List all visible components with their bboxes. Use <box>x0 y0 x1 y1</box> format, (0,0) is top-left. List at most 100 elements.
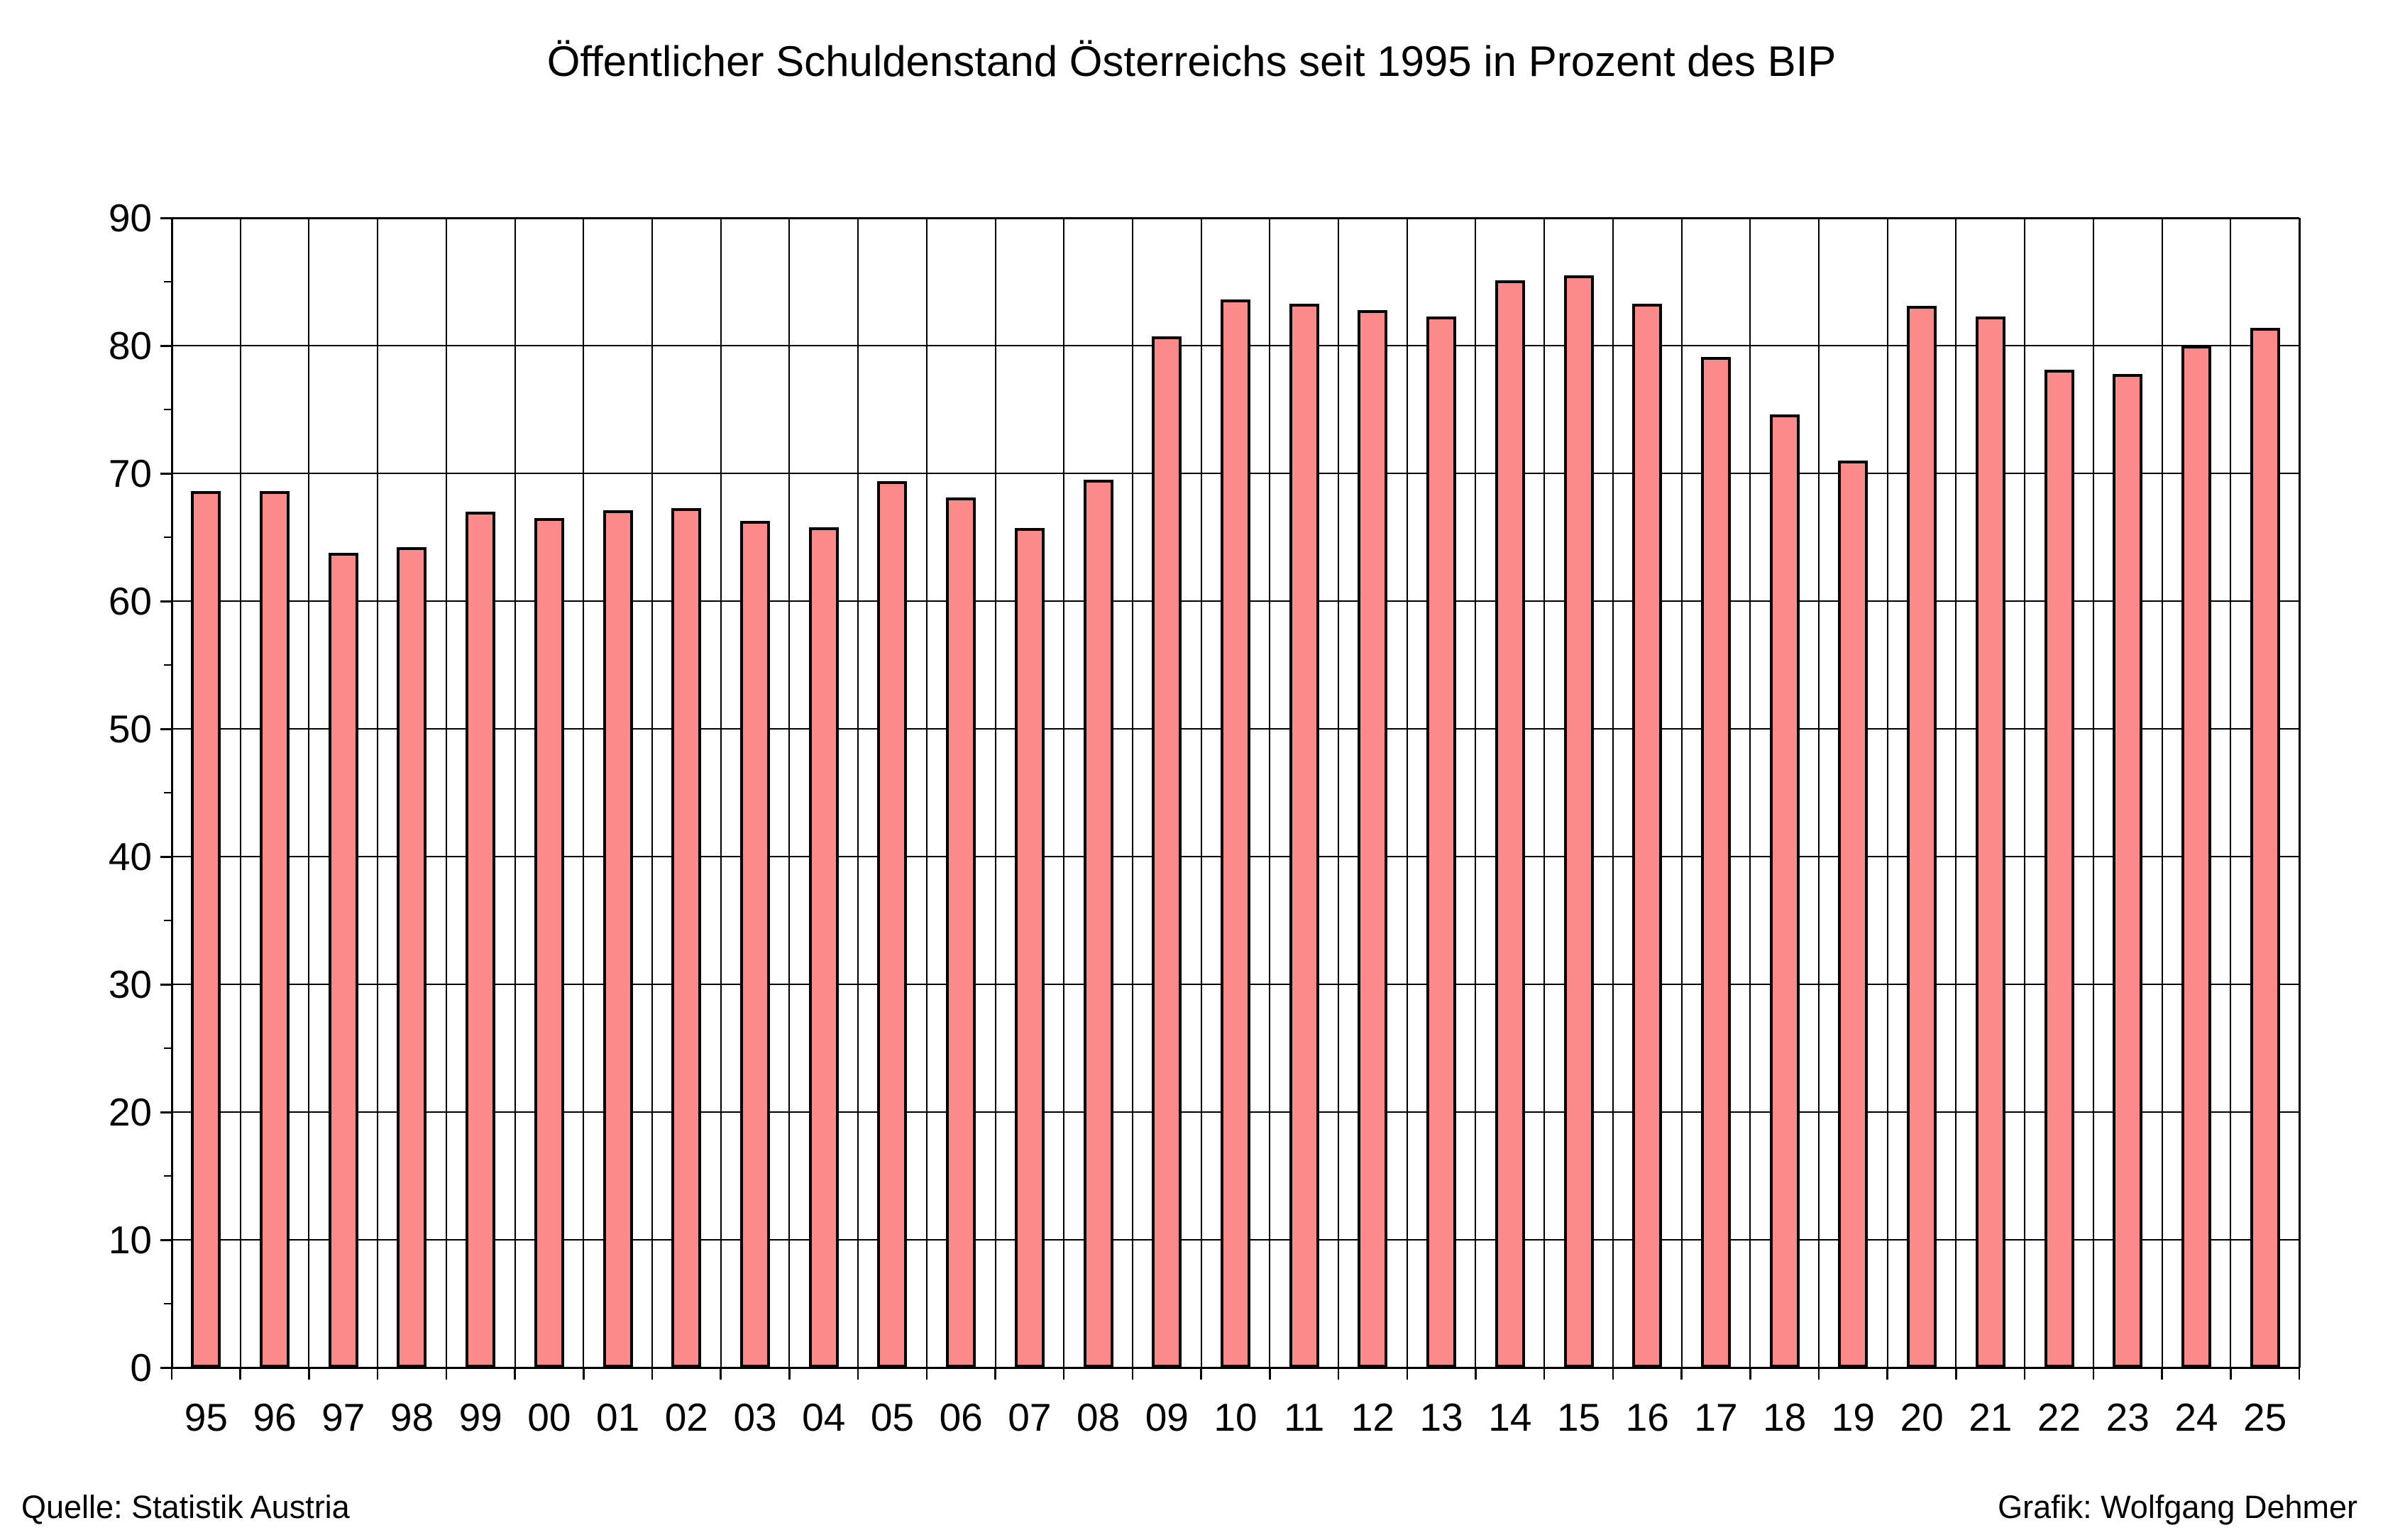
xtick-4 <box>445 1368 448 1380</box>
x-axis-label-00: 00 <box>527 1395 571 1439</box>
x-axis-label-15: 15 <box>1556 1395 1601 1439</box>
y-axis-label-40: 40 <box>108 835 152 879</box>
xtick-31 <box>2298 1368 2301 1380</box>
x-axis-label-20: 20 <box>1900 1395 1944 1439</box>
y-axis-label-70: 70 <box>108 451 152 495</box>
xtick-10 <box>857 1368 859 1380</box>
xtick-9 <box>788 1368 791 1380</box>
ytick-80 <box>160 344 172 347</box>
gridline-y-90 <box>172 216 2299 219</box>
xtick-8 <box>720 1368 722 1380</box>
credit-caption: Grafik: Wolfgang Dehmer <box>1998 1489 2357 1525</box>
xtick-28 <box>2092 1368 2095 1380</box>
y-axis-label-50: 50 <box>108 707 152 751</box>
bar-97 <box>328 552 358 1368</box>
bar-03 <box>740 520 771 1368</box>
gridline-x-27 <box>2024 218 2026 1368</box>
xtick-20 <box>1543 1368 1546 1380</box>
gridline-x-6 <box>583 218 585 1368</box>
bar-25 <box>2250 327 2280 1368</box>
xtick-30 <box>2230 1368 2232 1380</box>
bar-12 <box>1358 309 1388 1368</box>
x-axis-label-14: 14 <box>1488 1395 1532 1439</box>
xtick-19 <box>1475 1368 1477 1380</box>
bar-08 <box>1083 480 1113 1368</box>
y-axis-label-20: 20 <box>108 1090 152 1134</box>
gridline-x-21 <box>1612 218 1614 1368</box>
gridline-x-28 <box>2092 218 2094 1368</box>
bar-07 <box>1014 528 1045 1368</box>
y-axis-label-0: 0 <box>130 1346 152 1390</box>
gridline-x-23 <box>1749 218 1751 1368</box>
bar-99 <box>466 512 496 1368</box>
bar-14 <box>1495 280 1525 1368</box>
x-axis-label-95: 95 <box>184 1395 228 1439</box>
bar-09 <box>1152 336 1182 1368</box>
bar-20 <box>1907 306 1937 1368</box>
yminortick-85 <box>164 281 172 282</box>
xtick-5 <box>514 1368 516 1380</box>
x-axis-label-24: 24 <box>2174 1395 2218 1439</box>
x-axis-label-06: 06 <box>939 1395 983 1439</box>
y-axis-label-30: 30 <box>108 962 152 1006</box>
yminortick-45 <box>164 792 172 793</box>
gridline-x-0 <box>170 218 173 1368</box>
x-axis-label-99: 99 <box>458 1395 502 1439</box>
gridline-x-22 <box>1680 218 1683 1368</box>
x-axis-label-02: 02 <box>664 1395 708 1439</box>
gridline-x-13 <box>1063 218 1065 1368</box>
y-axis-label-60: 60 <box>108 579 152 623</box>
ytick-70 <box>160 472 172 475</box>
yminortick-5 <box>164 1303 172 1304</box>
gridline-x-11 <box>925 218 928 1368</box>
bar-24 <box>2181 346 2211 1368</box>
yminortick-35 <box>164 920 172 921</box>
xtick-11 <box>925 1368 928 1380</box>
yminortick-75 <box>164 409 172 410</box>
gridline-x-25 <box>1886 218 1888 1368</box>
gridline-x-31 <box>2298 218 2301 1368</box>
xtick-16 <box>1269 1368 1271 1380</box>
x-axis-label-04: 04 <box>802 1395 846 1439</box>
xtick-17 <box>1337 1368 1340 1380</box>
x-axis-label-10: 10 <box>1213 1395 1257 1439</box>
x-axis-label-17: 17 <box>1694 1395 1738 1439</box>
bar-95 <box>191 491 221 1368</box>
ytick-50 <box>160 727 172 730</box>
gridline-x-17 <box>1338 218 1340 1368</box>
bar-18 <box>1769 414 1800 1368</box>
x-axis-label-98: 98 <box>390 1395 434 1439</box>
x-axis-label-96: 96 <box>253 1395 297 1439</box>
bar-16 <box>1632 303 1663 1368</box>
x-axis-label-16: 16 <box>1625 1395 1669 1439</box>
xtick-14 <box>1131 1368 1134 1380</box>
gridline-x-16 <box>1269 218 1271 1368</box>
xtick-6 <box>583 1368 585 1380</box>
x-axis-label-07: 07 <box>1008 1395 1052 1439</box>
xtick-22 <box>1680 1368 1683 1380</box>
x-axis-baseline <box>172 1366 2299 1369</box>
gridline-x-29 <box>2161 218 2163 1368</box>
x-axis-label-13: 13 <box>1419 1395 1463 1439</box>
bar-01 <box>602 510 633 1368</box>
xtick-2 <box>308 1368 310 1380</box>
gridline-x-1 <box>239 218 241 1368</box>
gridline-x-4 <box>445 218 447 1368</box>
bar-04 <box>808 527 839 1368</box>
bar-96 <box>260 491 290 1368</box>
bar-23 <box>2113 373 2143 1368</box>
gridline-x-3 <box>377 218 379 1368</box>
x-axis-label-22: 22 <box>2037 1395 2081 1439</box>
xtick-13 <box>1062 1368 1065 1380</box>
y-axis-label-90: 90 <box>108 196 152 240</box>
xtick-0 <box>170 1368 173 1380</box>
bar-10 <box>1221 299 1250 1368</box>
yminortick-15 <box>164 1175 172 1177</box>
gridline-x-5 <box>514 218 516 1368</box>
bar-11 <box>1289 303 1319 1368</box>
xtick-3 <box>376 1368 379 1380</box>
gridline-x-19 <box>1475 218 1477 1368</box>
x-axis-label-01: 01 <box>596 1395 640 1439</box>
